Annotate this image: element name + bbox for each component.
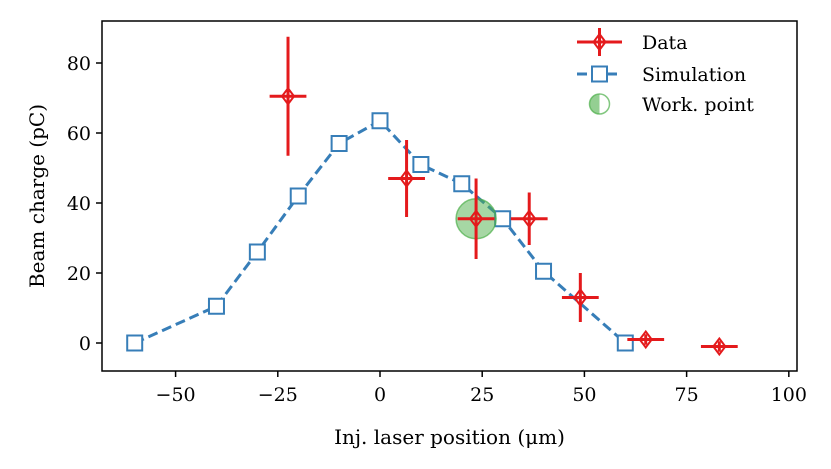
simulation-marker xyxy=(207,297,225,315)
simulation-marker xyxy=(494,210,512,228)
plot-area xyxy=(126,36,738,357)
simulation-marker xyxy=(126,334,144,352)
simulation-marker xyxy=(616,334,634,352)
x-tick-label: −25 xyxy=(258,384,298,406)
y-tick-label: 40 xyxy=(67,193,91,215)
y-tick-label: 20 xyxy=(67,263,91,285)
data-marker xyxy=(399,168,414,189)
simulation-marker xyxy=(535,262,553,280)
simulation-marker xyxy=(453,175,471,193)
legend-label: Simulation xyxy=(642,64,746,86)
x-tick-label: −50 xyxy=(156,384,196,406)
axes: −50 −25 0 25 50 75 100 0 20 40 60 80 Inj. laser posi… xyxy=(25,20,807,449)
legend-data-marker xyxy=(592,32,607,52)
data-marker xyxy=(712,336,727,357)
data-marker xyxy=(573,287,588,308)
legend-work-point-fill xyxy=(589,94,600,114)
x-tick-label: 0 xyxy=(374,384,386,406)
y-axis-title: Beam charge (pC) xyxy=(25,104,49,288)
legend-simulation-marker xyxy=(591,65,608,83)
x-tick-label: 25 xyxy=(470,384,494,406)
data-marker xyxy=(521,209,537,229)
legend-label: Data xyxy=(642,32,688,54)
simulation-marker xyxy=(330,135,348,152)
x-axis-title: Inj. laser position (μm) xyxy=(334,425,565,449)
x-tick-label: 75 xyxy=(675,384,699,406)
y-tick-label: 80 xyxy=(67,53,91,75)
plot-frame xyxy=(101,20,798,372)
data-marker xyxy=(638,329,653,350)
simulation-marker xyxy=(371,112,389,130)
legend: Data Simulation Work. point xyxy=(577,28,754,116)
y-tick-label: 60 xyxy=(67,123,91,145)
simulation-marker xyxy=(289,187,307,205)
legend-label: Work. point xyxy=(642,94,754,116)
x-tick-label: 100 xyxy=(771,384,807,406)
simulation-marker xyxy=(412,156,430,173)
data-marker xyxy=(280,86,296,106)
simulation-marker xyxy=(248,243,266,261)
data-marker xyxy=(468,209,484,229)
y-tick-label: 0 xyxy=(79,333,91,355)
x-tick-label: 50 xyxy=(572,384,596,406)
